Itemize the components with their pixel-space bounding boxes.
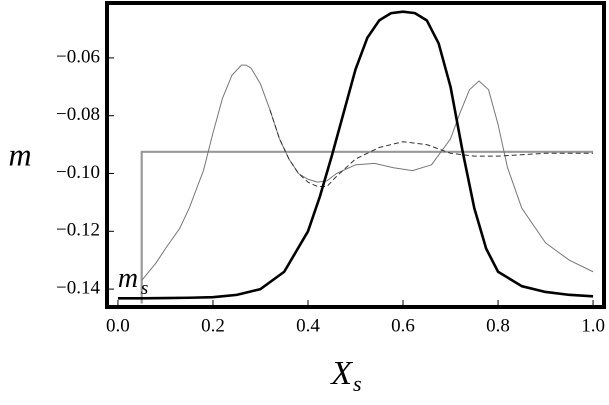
x-tick-label: 1.0 [581, 315, 605, 336]
series-line [140, 150, 594, 304]
annotation: m [118, 263, 138, 294]
y-axis-label: m [8, 136, 31, 172]
series-line [269, 109, 594, 187]
annotation-sub: s [141, 278, 148, 299]
y-tick-label: −0.14 [56, 277, 100, 298]
x-axis-label-sub: s [353, 371, 362, 396]
y-tick-label: −0.08 [56, 104, 100, 125]
x-tick-label: 0.8 [486, 315, 510, 336]
series-line [117, 10, 594, 300]
x-tick-label: 0.6 [391, 315, 415, 336]
y-tick-label: −0.12 [56, 220, 100, 241]
x-tick-label: 0.0 [106, 315, 130, 336]
x-tick-label: 0.4 [296, 315, 320, 336]
series-line [141, 64, 594, 281]
y-tick-label: −0.10 [56, 162, 100, 183]
plot-frame [105, 1, 606, 309]
x-tick-label: 0.2 [201, 315, 225, 336]
y-tick-label: −0.06 [56, 46, 100, 67]
x-axis-label: X [329, 355, 353, 392]
